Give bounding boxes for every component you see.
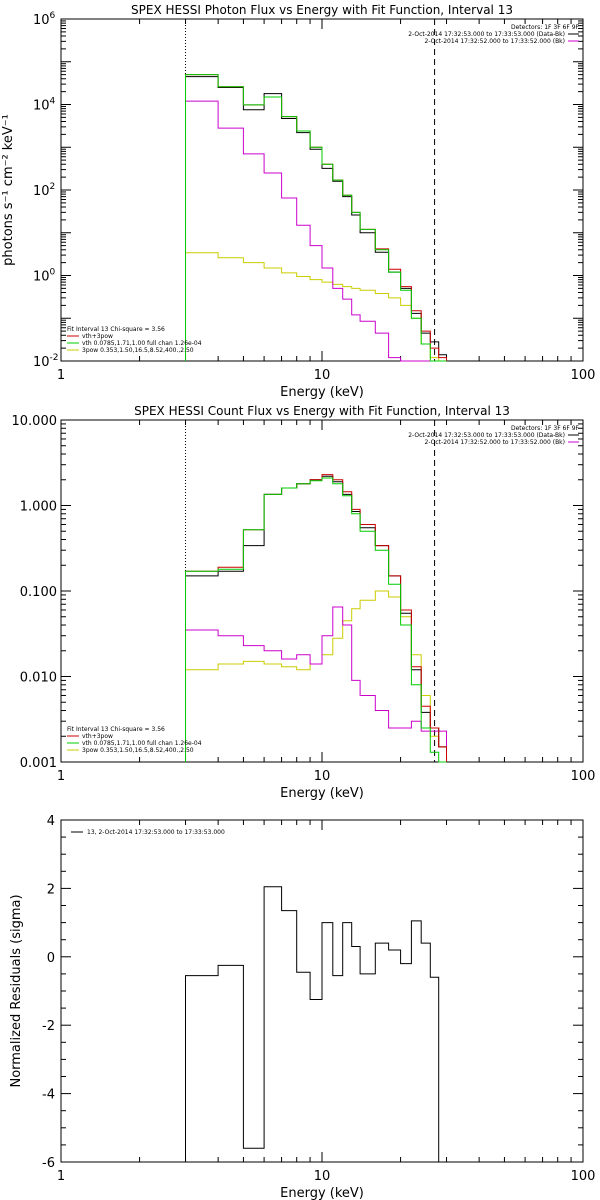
legend-detectors: Detectors: 1F 3F 6F 9F bbox=[511, 24, 580, 31]
plot-frame bbox=[60, 419, 584, 763]
x-tick-label: 100 bbox=[571, 769, 596, 784]
y-axis-label: photons s⁻¹ cm⁻² keV⁻¹ bbox=[1, 114, 16, 266]
y-tick-label: 1.000 bbox=[20, 500, 57, 515]
x-tick-label: 10 bbox=[314, 769, 331, 784]
y-tick-exp: 2 bbox=[50, 182, 56, 192]
residual-legend: 13, 2-Oct-2014 17:32:53.000 to 17:33:53.… bbox=[87, 829, 225, 836]
legend-bkg-entry: 2-Oct-2014 17:32:52.000 to 17:33:52.000 … bbox=[425, 439, 566, 446]
x-tick-label: 1 bbox=[57, 368, 65, 383]
chart-title: SPEX HESSI Photon Flux vs Energy with Fi… bbox=[131, 3, 513, 17]
y-tick-exp: -2 bbox=[50, 353, 59, 363]
y-tick-label: 100 bbox=[33, 268, 56, 285]
legend-bkg-entry: 2-Oct-2014 17:32:52.000 to 17:33:52.000 … bbox=[425, 38, 566, 45]
y-tick-label: 102 bbox=[33, 182, 55, 199]
legend-fit-interval: Fit Interval 13 Chi-square = 3.56 bbox=[67, 326, 165, 333]
chart-title: SPEX HESSI Count Flux vs Energy with Fit… bbox=[134, 404, 510, 418]
series-data bbox=[185, 76, 447, 361]
x-tick-label: 10 bbox=[314, 1169, 331, 1184]
y-tick-exp: 4 bbox=[50, 97, 56, 107]
legend-entry: vth 0.0785,1.71,1.00 full chan 1.26e-04 bbox=[82, 340, 202, 347]
legend-entry: vth+3pow bbox=[82, 333, 113, 340]
y-tick-label: 0 bbox=[47, 951, 55, 966]
y-tick-label: 104 bbox=[33, 97, 56, 114]
legend-detectors: Detectors: 1F 3F 6F 9F bbox=[511, 425, 580, 432]
series-vth bbox=[185, 477, 447, 763]
y-tick-exp: 6 bbox=[50, 11, 56, 21]
y-tick-label: 2 bbox=[47, 882, 55, 897]
legend-entry: 3pow 0.353,1.50,16.5,8.52,400.,2.50 bbox=[82, 347, 194, 354]
x-axis-label: Energy (keV) bbox=[280, 1186, 364, 1200]
y-tick-base: 10 bbox=[33, 270, 50, 285]
panel-2: 1 10 100 Energy (keV) SPEX HESSI Count Flux … bbox=[12, 404, 596, 801]
series-pow bbox=[185, 252, 447, 362]
y-tick-base: 10 bbox=[33, 355, 50, 370]
legend-fit-interval: Fit Interval 13 Chi-square = 3.56 bbox=[67, 726, 165, 733]
y-tick-label: 0.001 bbox=[20, 756, 57, 771]
y-tick-base: 10 bbox=[33, 99, 50, 114]
panel-3: 1 10 100 Energy (keV) 4 2 0 -2 -4 -6 Normalized Re… bbox=[9, 814, 595, 1200]
legend-data-entry: 2-Oct-2014 17:32:53.000 to 17:33:53.000 … bbox=[408, 31, 565, 38]
series-total bbox=[185, 474, 447, 762]
legend-entry: vth+3pow bbox=[82, 733, 113, 740]
series-vth bbox=[185, 74, 447, 362]
x-tick-label: 100 bbox=[571, 1169, 596, 1184]
y-tick-label: 0.100 bbox=[20, 585, 57, 600]
y-tick-label: 10-2 bbox=[33, 353, 59, 370]
legend-entry: vth 0.0785,1.71,1.00 full chan 1.26e-04 bbox=[82, 740, 202, 747]
y-tick-base: 10 bbox=[33, 13, 50, 28]
y-tick-label: 10.000 bbox=[12, 414, 58, 429]
x-tick-label: 100 bbox=[571, 368, 596, 383]
y-tick-label: -2 bbox=[42, 1019, 55, 1034]
y-tick-exp: 0 bbox=[50, 268, 56, 278]
series-bkg bbox=[185, 606, 447, 762]
y-tick-label: 4 bbox=[47, 814, 55, 829]
series-data bbox=[185, 475, 447, 762]
y-tick-base: 10 bbox=[33, 184, 50, 199]
y-axis-label: Normalized Residuals (sigma) bbox=[9, 894, 24, 1087]
legend-entry: 3pow 0.353,1.50,16.5,8.52,400.,2.50 bbox=[82, 747, 194, 754]
plot-frame bbox=[60, 18, 584, 362]
legend-data-entry: 2-Oct-2014 17:32:53.000 to 17:33:53.000 … bbox=[408, 432, 565, 439]
x-axis-label: Energy (keV) bbox=[280, 385, 364, 400]
y-tick-label: 0.010 bbox=[20, 671, 57, 686]
series-bkg bbox=[185, 100, 447, 362]
y-tick-label: -4 bbox=[42, 1088, 55, 1103]
x-tick-label: 10 bbox=[314, 368, 331, 383]
x-tick-label: 1 bbox=[57, 769, 65, 784]
y-tick-label: 106 bbox=[33, 11, 56, 28]
y-tick-label: -6 bbox=[42, 1156, 55, 1171]
x-axis-label: Energy (keV) bbox=[280, 786, 364, 801]
series-total bbox=[185, 74, 447, 361]
x-tick-label: 1 bbox=[57, 1169, 65, 1184]
series-pow bbox=[185, 590, 447, 762]
residual-histogram bbox=[185, 886, 440, 1162]
